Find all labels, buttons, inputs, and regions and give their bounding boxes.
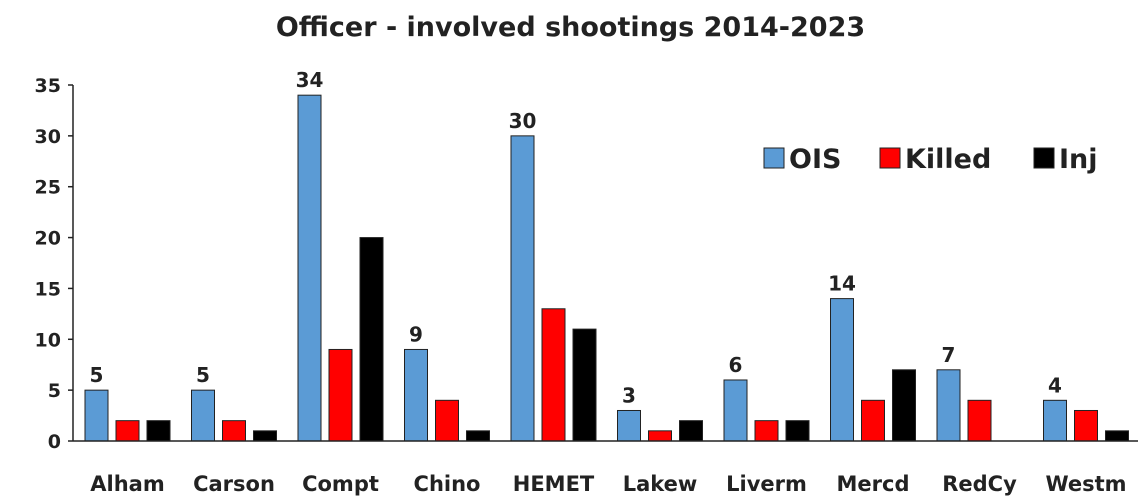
legend-swatch-inj	[1033, 147, 1055, 169]
y-tick-label: 30	[35, 126, 61, 148]
bar-ois-westm	[1043, 399, 1067, 442]
bar-ois-compt	[297, 94, 322, 442]
legend: OIS Killed Inj	[763, 144, 1098, 175]
bar-inj-carson	[253, 430, 277, 442]
bar-ois-lakew	[617, 409, 641, 442]
bar-ois-redcy	[936, 369, 961, 442]
bar-ois-liverm	[723, 379, 748, 442]
legend-label-inj: Inj	[1059, 144, 1098, 175]
data-label-chino: 9	[409, 322, 423, 346]
y-tick-label: 0	[48, 431, 61, 453]
bar-killed-hemet	[541, 308, 566, 442]
x-tick-label-westm: Westm	[1045, 472, 1126, 496]
x-tick-label-compt: Compt	[302, 472, 379, 496]
data-label-mercd: 14	[828, 272, 856, 296]
y-tick-label: 35	[35, 75, 61, 97]
y-tick-label: 25	[35, 177, 61, 199]
data-label-liverm: 6	[729, 353, 743, 377]
bar-ois-chino	[404, 348, 428, 442]
bar-killed-compt	[328, 348, 353, 442]
data-label-compt: 34	[296, 68, 324, 92]
data-labels: 5 5 34 9 30 3 6 14 7 4	[90, 68, 1062, 407]
x-tick-label-alham: Alham	[90, 472, 164, 496]
bar-killed-alham	[115, 420, 140, 442]
bar-killed-westm	[1074, 409, 1098, 442]
bar-inj-compt	[359, 237, 384, 442]
legend-label-ois: OIS	[789, 144, 841, 175]
data-label-alham: 5	[90, 363, 104, 387]
data-label-redcy: 7	[942, 343, 956, 367]
x-tick-label-lakew: Lakew	[623, 472, 698, 496]
bars	[84, 94, 1129, 442]
x-tick-label-hemet: HEMET	[513, 472, 595, 496]
bar-inj-lakew	[679, 420, 703, 442]
bar-ois-hemet	[510, 135, 535, 442]
bar-inj-liverm	[785, 420, 810, 442]
bar-killed-redcy	[967, 399, 992, 442]
legend-swatch-killed	[879, 147, 901, 169]
x-tick-label-chino: Chino	[414, 472, 481, 496]
data-label-hemet: 30	[509, 109, 537, 133]
y-axis: 0 5 10 15 20 25 30 35	[35, 75, 74, 453]
x-tick-label-liverm: Liverm	[726, 472, 807, 496]
bar-inj-mercd	[892, 369, 916, 442]
bar-killed-lakew	[648, 430, 672, 442]
bar-ois-carson	[191, 389, 215, 442]
bar-inj-hemet	[572, 328, 597, 442]
legend-swatch-ois	[763, 147, 785, 169]
y-tick-label: 20	[35, 228, 61, 250]
y-tick-label: 10	[35, 329, 61, 351]
y-tick-label: 5	[48, 380, 61, 402]
x-tick-label-mercd: Mercd	[837, 472, 910, 496]
data-label-westm: 4	[1048, 373, 1062, 397]
bar-ois-alham	[84, 389, 109, 442]
bar-ois-mercd	[830, 298, 854, 442]
y-tick-label: 15	[35, 278, 61, 300]
bar-killed-chino	[435, 399, 459, 442]
bar-inj-westm	[1105, 430, 1129, 442]
x-axis: Alham Carson Compt Chino HEMET Lakew Liverm Mer…	[73, 440, 1138, 496]
data-label-carson: 5	[196, 363, 210, 387]
bar-inj-alham	[146, 420, 171, 442]
data-label-lakew: 3	[622, 383, 636, 407]
chart-title: Officer - involved shootings 2014-2023	[275, 12, 866, 43]
bar-killed-liverm	[754, 420, 779, 442]
bar-killed-carson	[222, 420, 246, 442]
legend-label-killed: Killed	[905, 144, 991, 175]
x-tick-label-carson: Carson	[193, 472, 275, 496]
x-tick-label-redcy: RedCy	[942, 472, 1017, 496]
bar-inj-chino	[466, 430, 490, 442]
bar-killed-mercd	[861, 399, 885, 442]
